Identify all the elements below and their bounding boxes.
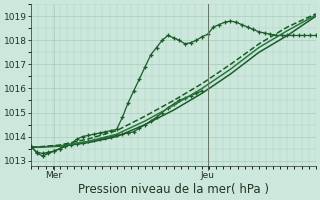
X-axis label: Pression niveau de la mer( hPa ): Pression niveau de la mer( hPa ) (78, 183, 269, 196)
